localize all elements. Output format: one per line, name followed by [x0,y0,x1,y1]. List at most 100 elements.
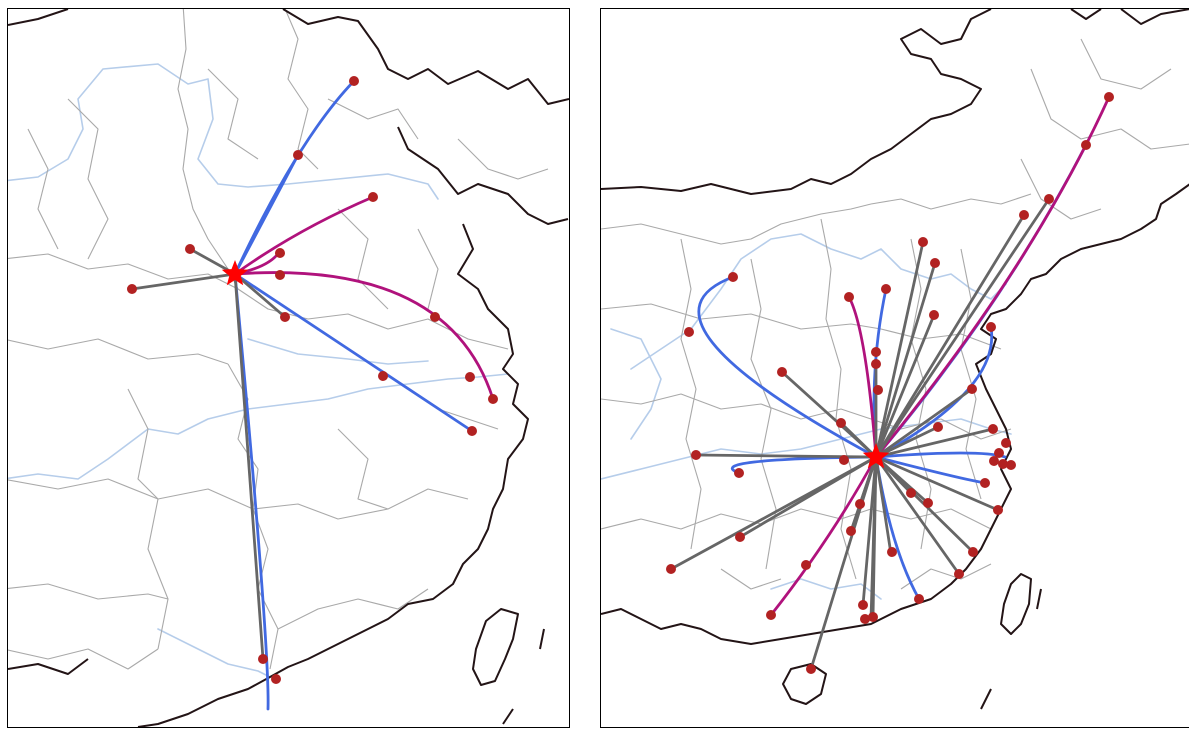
route-line-gray [874,313,936,459]
left-map-panel[interactable] [7,8,570,728]
city-node[interactable] [275,270,285,280]
route-line-gray [874,261,937,459]
city-node[interactable] [998,459,1008,469]
route-line-gray [130,272,237,291]
city-node[interactable] [993,505,1003,515]
city-node[interactable] [873,385,883,395]
city-node-layer [127,76,498,684]
city-node[interactable] [887,547,897,557]
river-yangtze [601,418,1012,480]
route-line-magenta [233,271,495,401]
city-node[interactable] [881,284,891,294]
route-line-magenta [233,195,375,276]
route-line-blue [874,455,987,485]
route-line-gray [874,213,1026,459]
route-line-gray [233,272,265,661]
coastline-northern-border [601,9,1189,195]
coastline-taiwan [472,608,519,686]
city-node[interactable] [258,654,268,664]
city-node[interactable] [806,664,816,674]
city-node[interactable] [467,426,477,436]
city-node[interactable] [734,468,744,478]
city-node[interactable] [967,384,977,394]
city-node[interactable] [666,564,676,574]
river-yellow [630,233,1007,370]
route-line-gray [809,455,878,671]
coastline-layer [601,9,1189,710]
city-node[interactable] [855,499,865,509]
route-line-gray [874,455,961,576]
city-node[interactable] [430,312,440,322]
city-node[interactable] [933,422,943,432]
province-border-layer [601,38,1189,590]
city-node[interactable] [280,312,290,322]
city-node[interactable] [1104,92,1114,102]
city-node[interactable] [914,594,924,604]
city-node[interactable] [989,456,999,466]
hub-star-icon[interactable] [221,260,249,286]
city-node[interactable] [185,244,195,254]
left-route-map[interactable] [8,9,569,727]
city-node[interactable] [844,292,854,302]
route-line-gray [874,455,893,556]
city-node[interactable] [929,310,939,320]
city-node[interactable] [766,610,776,620]
city-node[interactable] [860,614,870,624]
route-line-gray [874,425,940,459]
route-layer [130,79,495,711]
city-node[interactable] [368,192,378,202]
city-node[interactable] [871,347,881,357]
hub-layer [221,260,249,286]
right-route-map[interactable] [601,9,1189,727]
city-node[interactable] [923,498,933,508]
route-line-blue [233,272,270,711]
city-node[interactable] [906,488,916,498]
route-line-gray [874,427,995,459]
city-node[interactable] [994,448,1004,458]
city-node[interactable] [735,532,745,542]
route-line-gray [869,455,878,621]
city-node[interactable] [691,450,701,460]
route-line-blue [233,272,474,433]
route-line-blue [233,79,356,276]
right-map-panel[interactable] [600,8,1189,728]
city-node[interactable] [1081,140,1091,150]
city-node[interactable] [127,284,137,294]
city-node[interactable] [801,560,811,570]
coastline-layer [8,9,569,727]
city-node[interactable] [954,569,964,579]
river-layer [8,63,509,678]
city-node[interactable] [1044,194,1054,204]
city-node[interactable] [839,455,849,465]
city-node[interactable] [1019,210,1029,220]
route-line-blue [697,275,878,459]
city-node[interactable] [871,359,881,369]
city-node[interactable] [349,76,359,86]
route-line-gray [694,453,878,459]
hub-star-icon[interactable] [862,443,890,469]
city-node[interactable] [275,248,285,258]
hub-layer [862,443,890,469]
city-node[interactable] [918,237,928,247]
city-node[interactable] [980,478,990,488]
city-node[interactable] [378,371,388,381]
city-node[interactable] [868,612,878,622]
city-node[interactable] [1006,460,1016,470]
city-node[interactable] [271,674,281,684]
city-node[interactable] [930,258,940,268]
city-node[interactable] [986,322,996,332]
city-node[interactable] [858,600,868,610]
city-node[interactable] [988,424,998,434]
city-node[interactable] [1001,438,1011,448]
river-yellow [8,63,439,200]
city-node[interactable] [465,372,475,382]
city-node[interactable] [488,394,498,404]
city-node[interactable] [968,547,978,557]
route-line-gray [233,272,287,319]
city-node[interactable] [728,272,738,282]
city-node[interactable] [684,327,694,337]
city-node[interactable] [777,367,787,377]
city-node[interactable] [293,150,303,160]
city-node[interactable] [846,526,856,536]
city-node[interactable] [836,418,846,428]
